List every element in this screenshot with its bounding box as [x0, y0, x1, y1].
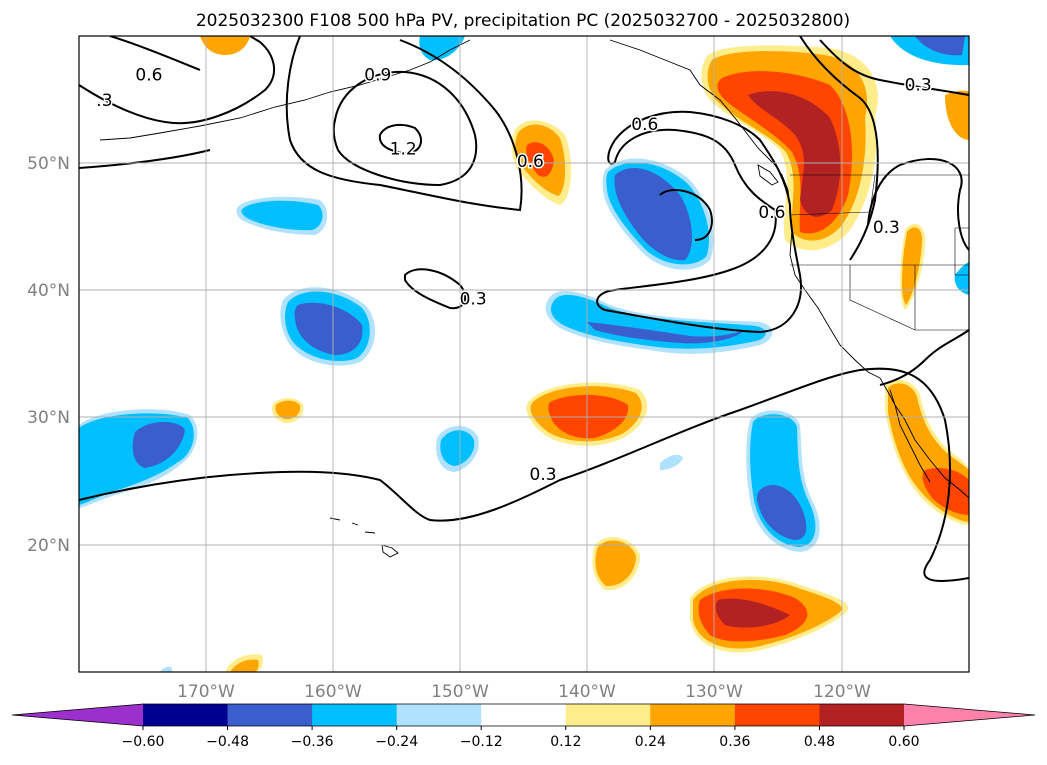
chart-title: 2025032300 F108 500 hPa PV, precipitatio…: [196, 11, 850, 31]
pv-contour-0.9-inner: [332, 70, 478, 187]
grid-layer: [79, 36, 969, 672]
california-coastline: [879, 377, 969, 499]
y-tick-label: 30°N: [27, 408, 70, 428]
precip-area-topcenter-red: [526, 142, 554, 177]
pv-contour-0.6-left-lower: [79, 36, 211, 169]
contour-label: 0.6: [517, 152, 544, 172]
pv-contour-0.6-left: [79, 36, 275, 125]
x-tick-label: 160°W: [304, 682, 362, 702]
precip-area-bottom-orange: [230, 659, 259, 672]
precip-area-19n-orange: [595, 540, 636, 587]
contour-label: 0.3: [460, 289, 487, 309]
colorbar-tick-label: 0.12: [550, 734, 581, 750]
contour-label: 0.3: [873, 218, 900, 238]
colorbar-segment: [734, 704, 820, 726]
colorbar-tick-label: −0.24: [375, 734, 418, 750]
y-tick-label: 50°N: [27, 154, 70, 174]
colorbar-tick-label: 0.24: [635, 734, 666, 750]
y-axis-ticks: 50°N 40°N 30°N 20°N: [27, 154, 70, 556]
colorbar-segment: [481, 704, 567, 726]
precip-area-baja-red: [922, 468, 969, 515]
pv-contour-0.3-long: [79, 367, 969, 582]
contour-label: 0.3: [905, 76, 932, 96]
precipitation-fill-layer: [79, 36, 969, 672]
colorbar-segment: [650, 704, 736, 726]
vancouver-island: [757, 164, 779, 186]
precip-area-150w-blue: [440, 430, 475, 466]
y-tick-label: 40°N: [27, 281, 70, 301]
x-tick-label: 140°W: [558, 682, 616, 702]
pv-contour-0.3-northeast: [879, 329, 969, 386]
x-tick-label: 150°W: [431, 682, 489, 702]
colorbar-extend-high: [904, 704, 1035, 726]
x-axis-ticks: 170°W 160°W 150°W 140°W 130°W 120°W: [177, 682, 871, 702]
coastline-layer: [99, 39, 969, 558]
colorbar-extend-low: [12, 704, 143, 726]
pv-contour-0.6-right: [659, 189, 713, 241]
precip-area-band-blue: [550, 294, 766, 349]
map-frame: [78, 35, 970, 673]
baja-coastline: [889, 389, 931, 483]
precip-area-topleft-orange: [200, 36, 250, 55]
colorbar-segment: [227, 704, 313, 726]
precip-area-small-orange: [275, 400, 301, 420]
colorbar-segment: [312, 704, 398, 726]
pv-contour-layer: [79, 36, 969, 582]
contour-label: 0.3: [530, 465, 557, 485]
precip-area-right-blue: [954, 262, 969, 295]
contour-label: 0.6: [758, 203, 785, 223]
precip-area-band-darkblue: [587, 322, 745, 344]
pv-contour-0.6-center: [596, 110, 802, 334]
contour-label-layer: 0.6 0.9 1.2 0.6 0.6 0.3 0.3 0.3 0.3 .3 0.6: [95, 64, 933, 486]
alaska-peninsula-coastline: [99, 39, 471, 141]
colorbar-tick-label: 0.36: [719, 734, 750, 750]
contour-label: .3: [96, 91, 112, 111]
colorbar-segment: [565, 704, 651, 726]
contour-label: 1.2: [390, 139, 417, 159]
x-tick-label: 130°W: [685, 682, 743, 702]
colorbar-tick-label: −0.12: [460, 734, 503, 750]
colorbar-tick-label: 0.48: [804, 734, 835, 750]
precip-area-sw-darkblue: [132, 422, 185, 468]
colorbar-segment: [819, 704, 905, 726]
colorbar: −0.60 −0.48 −0.36 −0.24 −0.12 0.12 0.24 0.36 0.4…: [11, 703, 1036, 750]
contour-label: 0.6: [135, 66, 162, 86]
colorbar-tick-label: −0.48: [206, 734, 249, 750]
y-tick-label: 20°N: [27, 536, 70, 556]
precip-area-tiny-lightblue: [660, 454, 683, 470]
precip-area-bottom-lightblue: [160, 666, 172, 672]
precip-area-15n-darkred: [715, 598, 790, 628]
alaska-gulf-coastline: [609, 39, 769, 159]
pv-contour-1.2: [378, 123, 422, 155]
precip-area-238-blue: [241, 200, 323, 231]
precip-area-idaho-orange: [902, 227, 923, 305]
precip-area-160w-darkblue: [294, 302, 363, 355]
precip-area-topright-darkblue: [915, 36, 965, 56]
colorbar-tick-label: 0.60: [888, 734, 919, 750]
colorbar-segment: [143, 704, 229, 726]
border-layer: [789, 174, 969, 331]
colorbar-tick-label: −0.36: [291, 734, 334, 750]
precip-area-125w-darkblue: [757, 485, 807, 540]
contour-label: 0.9: [364, 66, 391, 86]
precip-area-pnw-darkred: [748, 91, 841, 217]
x-tick-label: 120°W: [813, 682, 871, 702]
state-borders: [789, 174, 969, 331]
colorbar-tick-label: −0.60: [122, 734, 165, 750]
precip-area-right-orange: [945, 90, 969, 140]
contour-label: 0.6: [631, 115, 658, 135]
colorbar-segment: [396, 704, 482, 726]
x-tick-label: 170°W: [177, 682, 235, 702]
hawaii-islands: [329, 517, 399, 558]
pv-contour-0.3-right: [799, 36, 969, 261]
pv-contour-0.9: [285, 36, 523, 212]
pv-contour-0.3-small: [404, 268, 467, 310]
